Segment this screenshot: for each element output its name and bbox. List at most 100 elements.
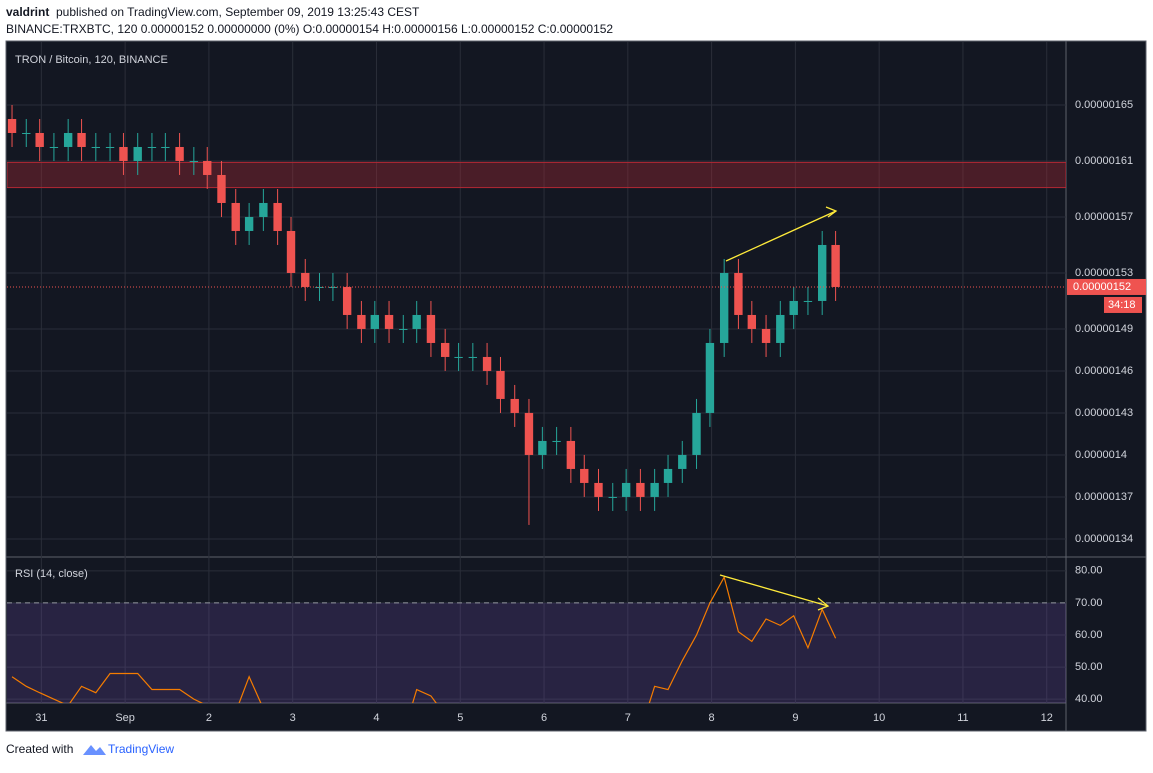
candle-body xyxy=(259,202,268,217)
countdown-box xyxy=(1104,296,1142,313)
y-tick-label: 0.00000161 xyxy=(1075,155,1133,167)
x-tick-label: 3 xyxy=(290,712,296,724)
x-tick-label: 10 xyxy=(873,712,885,724)
candle-body xyxy=(818,244,827,301)
rsi-band xyxy=(7,602,1066,703)
x-tick-label: 31 xyxy=(35,712,47,724)
y-tick-label: 0.00000134 xyxy=(1075,533,1133,545)
candle-body xyxy=(35,132,44,147)
candle-body xyxy=(301,272,310,287)
candle-body xyxy=(580,468,589,483)
candle-body xyxy=(719,272,729,343)
y-tick-label: 0.0000014 xyxy=(1075,449,1127,461)
candle-body xyxy=(608,496,617,498)
candle-body xyxy=(189,160,199,162)
footer-created: Created with xyxy=(6,742,73,756)
y-tick-label: 0.00000165 xyxy=(1075,99,1133,111)
candle-body xyxy=(286,230,296,273)
x-tick-label: 6 xyxy=(541,712,547,724)
candle-body xyxy=(650,482,659,497)
candle-body xyxy=(22,132,31,134)
candle-body xyxy=(776,314,785,343)
candle-body xyxy=(538,440,547,455)
y-tick-label: 0.00000157 xyxy=(1075,211,1133,223)
candle-body xyxy=(77,132,86,147)
candle-body xyxy=(663,468,673,483)
candle-body xyxy=(357,314,366,329)
candle-body xyxy=(678,454,687,469)
y-tick-label: 50.00 xyxy=(1075,661,1103,673)
candle-body xyxy=(789,300,798,315)
candle-body xyxy=(133,146,142,161)
candle-body xyxy=(594,482,603,497)
y-tick-label: 0.00000143 xyxy=(1075,407,1133,419)
candle-body xyxy=(161,146,170,148)
candle-body xyxy=(734,272,743,315)
rsi-line xyxy=(11,575,837,703)
x-tick-label: 9 xyxy=(792,712,798,724)
last-price-box xyxy=(1067,278,1146,295)
candle-body xyxy=(370,314,379,329)
trend-arrow xyxy=(725,210,837,262)
candle-body xyxy=(552,440,561,442)
candle-body xyxy=(273,202,282,231)
footer-brand: TradingView xyxy=(108,742,174,756)
candle-body xyxy=(803,300,813,302)
price-pane xyxy=(7,104,1066,525)
logo xyxy=(83,745,106,755)
y-tick-label: 0.00000137 xyxy=(1075,491,1133,503)
candle-body xyxy=(621,482,631,497)
candle-body xyxy=(636,482,645,497)
candle-body xyxy=(831,244,840,287)
chart-title: TRON / Bitcoin, 120, BINANCE xyxy=(15,54,168,66)
chart-frame xyxy=(5,40,1147,732)
candle-body xyxy=(217,174,226,203)
rsi-pane xyxy=(7,575,1066,703)
candle-body xyxy=(426,314,436,343)
arrow-head xyxy=(825,206,838,218)
candle-body xyxy=(399,328,408,330)
candle-body xyxy=(482,356,492,371)
x-tick-label: 2 xyxy=(206,712,212,724)
x-tick-label: 8 xyxy=(709,712,715,724)
candle-body xyxy=(49,146,59,148)
candle-body xyxy=(203,160,212,175)
indicator-title: RSI (14, close) xyxy=(15,568,88,580)
y-tick-label: 80.00 xyxy=(1075,565,1103,577)
x-tick-label: 4 xyxy=(373,712,379,724)
y-tick-label: 0.00000153 xyxy=(1075,267,1133,279)
x-tick-label: 5 xyxy=(457,712,463,724)
y-tick-label: 70.00 xyxy=(1075,597,1103,609)
arrow-head xyxy=(817,597,830,611)
last-price-label: 0.00000152 xyxy=(1073,281,1131,293)
y-tick-label: 60.00 xyxy=(1075,629,1103,641)
x-tick-label: 12 xyxy=(1041,712,1053,724)
candle-body xyxy=(566,440,576,469)
trend-arrow xyxy=(719,574,829,607)
candle-body xyxy=(440,342,450,357)
x-tick-label: Sep xyxy=(115,712,135,724)
candle-body xyxy=(7,118,17,133)
candle-body xyxy=(761,328,771,343)
grid xyxy=(7,42,1066,703)
y-tick-label: 0.00000149 xyxy=(1075,323,1133,335)
candle-body xyxy=(175,146,184,161)
candle-body xyxy=(105,146,115,148)
candle-body xyxy=(454,356,463,358)
candle-body xyxy=(63,132,73,147)
y-tick-label: 0.00000146 xyxy=(1075,365,1133,377)
x-tick-label: 11 xyxy=(957,712,968,724)
candle-body xyxy=(692,412,701,455)
candle-body xyxy=(468,356,478,358)
candle-body xyxy=(384,314,394,329)
candle-body xyxy=(231,202,240,231)
candle-body xyxy=(412,314,421,329)
candle-body xyxy=(244,216,254,231)
candle-body xyxy=(496,370,505,399)
candle-body xyxy=(524,412,534,455)
candle-body xyxy=(510,398,519,413)
y-tick-label: 40.00 xyxy=(1075,693,1103,705)
published: published on TradingView.com, September … xyxy=(56,5,420,19)
candle-body xyxy=(747,314,757,329)
